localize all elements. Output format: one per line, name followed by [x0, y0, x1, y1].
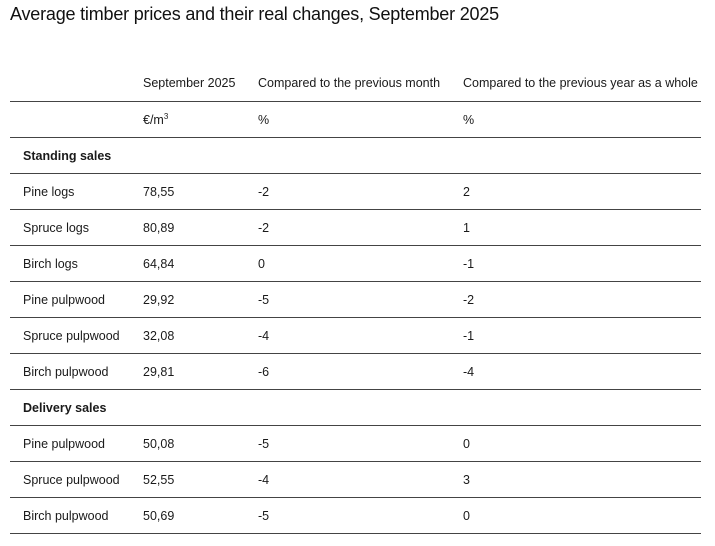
table-row: Birch logs 64,84 0 -1: [10, 245, 701, 282]
row-label: Birch pulpwood: [10, 353, 143, 390]
value-cell: -4: [463, 353, 701, 390]
group-label: Standing sales: [10, 137, 701, 174]
value-cell: -2: [463, 281, 701, 318]
value-cell: 29,81: [143, 353, 258, 390]
unit-cell: %: [258, 101, 463, 138]
value-cell: 0: [463, 497, 701, 534]
table-row: Spruce logs 80,89 -2 1: [10, 209, 701, 246]
value-cell: 50,69: [143, 497, 258, 534]
value-cell: -5: [258, 497, 463, 534]
group-header-row: Standing sales: [10, 137, 701, 174]
value-cell: 52,55: [143, 461, 258, 498]
row-label: Spruce pulpwood: [10, 461, 143, 498]
value-cell: -1: [463, 245, 701, 282]
row-label: Spruce pulpwood: [10, 317, 143, 354]
timber-prices-table: September 2025 Compared to the previous …: [10, 64, 701, 534]
row-label: Pine pulpwood: [10, 281, 143, 318]
column-header: September 2025: [143, 64, 258, 102]
row-label: Pine pulpwood: [10, 425, 143, 462]
table-row: Spruce pulpwood 52,55 -4 3: [10, 461, 701, 498]
value-cell: 0: [258, 245, 463, 282]
row-label: Spruce logs: [10, 209, 143, 246]
value-cell: -5: [258, 425, 463, 462]
column-header: Compared to the previous year as a whole: [463, 64, 701, 102]
value-cell: -1: [463, 317, 701, 354]
table-row: Spruce pulpwood 32,08 -4 -1: [10, 317, 701, 354]
value-cell: -4: [258, 461, 463, 498]
column-header: Compared to the previous month: [258, 64, 463, 102]
value-cell: 32,08: [143, 317, 258, 354]
group-header-row: Delivery sales: [10, 389, 701, 426]
unit-superscript: 3: [163, 111, 169, 121]
unit-cell: €/m3: [143, 101, 258, 138]
table-row: Birch pulpwood 29,81 -6 -4: [10, 353, 701, 390]
value-cell: 3: [463, 461, 701, 498]
table-row: Pine pulpwood 50,08 -5 0: [10, 425, 701, 462]
value-cell: 64,84: [143, 245, 258, 282]
value-cell: 29,92: [143, 281, 258, 318]
row-label: Birch logs: [10, 245, 143, 282]
value-cell: -4: [258, 317, 463, 354]
table-row: Birch pulpwood 50,69 -5 0: [10, 497, 701, 534]
value-cell: -6: [258, 353, 463, 390]
value-cell: 0: [463, 425, 701, 462]
value-cell: -5: [258, 281, 463, 318]
value-cell: -2: [258, 209, 463, 246]
row-label: Birch pulpwood: [10, 497, 143, 534]
group-label: Delivery sales: [10, 389, 701, 426]
value-cell: 2: [463, 173, 701, 210]
page-title: Average timber prices and their real cha…: [10, 4, 499, 24]
value-cell: 80,89: [143, 209, 258, 246]
value-cell: 78,55: [143, 173, 258, 210]
value-cell: 50,08: [143, 425, 258, 462]
units-row: €/m3 % %: [10, 101, 701, 138]
value-cell: -2: [258, 173, 463, 210]
row-label: Pine logs: [10, 173, 143, 210]
value-cell: 1: [463, 209, 701, 246]
unit-cell: %: [463, 101, 701, 138]
unit-text: €/m: [143, 113, 164, 128]
header-row: September 2025 Compared to the previous …: [10, 64, 701, 102]
table-row: Pine logs 78,55 -2 2: [10, 173, 701, 210]
unit-cell: [10, 101, 143, 138]
table-row: Pine pulpwood 29,92 -5 -2: [10, 281, 701, 318]
column-header: [10, 64, 143, 102]
